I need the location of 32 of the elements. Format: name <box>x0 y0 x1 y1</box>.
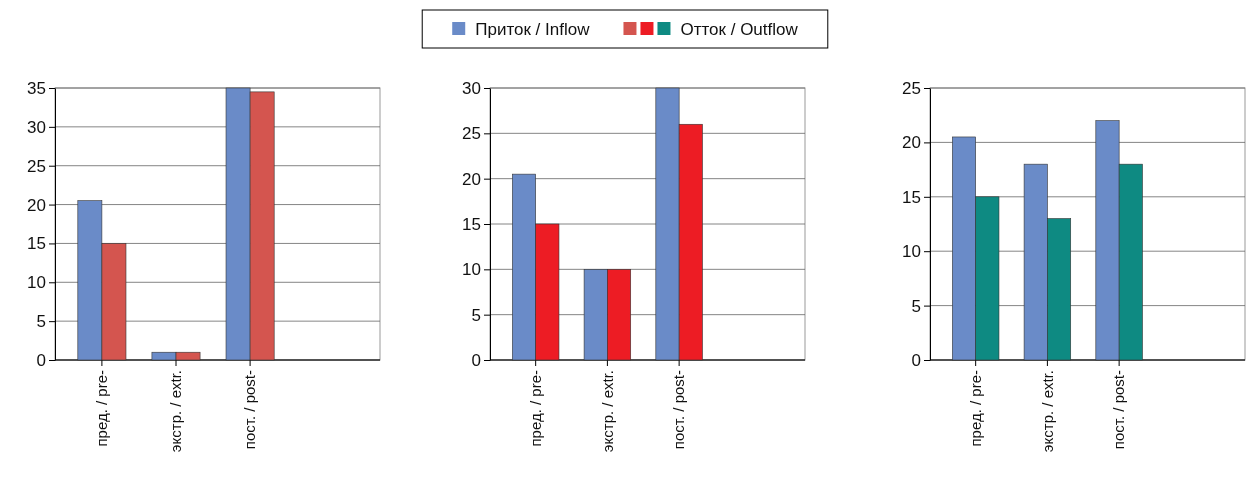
y-tick-label: 30 <box>462 78 481 98</box>
y-tick-label: 25 <box>27 156 46 176</box>
y-tick-label: 15 <box>462 214 481 234</box>
x-tick-label: пост. / post- <box>241 370 259 450</box>
y-tick-label: 0 <box>911 350 921 370</box>
y-tick-label: 10 <box>27 273 46 293</box>
y-tick-label: 20 <box>27 195 46 215</box>
y-tick-label: 5 <box>36 312 46 332</box>
legend-label: Приток / Inflow <box>475 20 591 39</box>
y-tick-label: 25 <box>902 78 921 98</box>
x-tick-label: пред. / pre- <box>93 370 111 447</box>
y-tick-label: 10 <box>902 242 921 262</box>
y-tick-label: 10 <box>462 260 481 280</box>
x-tick-label: экстр. / extr. <box>1038 370 1056 453</box>
y-tick-label: 15 <box>902 187 921 207</box>
x-tick-label: экстр. / extr. <box>167 370 185 453</box>
y-tick-label: 0 <box>36 350 46 370</box>
x-tick-label: пост. / post- <box>1110 370 1128 450</box>
y-tick-label: 35 <box>27 78 46 98</box>
text: Отток / Outflow <box>680 20 799 39</box>
x-tick-label: пред. / pre- <box>966 370 984 447</box>
y-tick-label: 5 <box>471 305 481 325</box>
y-tick-label: 25 <box>462 124 481 144</box>
y-tick-label: 20 <box>902 133 921 153</box>
y-tick-label: 0 <box>471 350 481 370</box>
y-tick-label: 30 <box>27 117 46 137</box>
x-tick-label: пред. / pre- <box>526 370 544 447</box>
x-tick-label: пост. / post- <box>670 370 688 450</box>
x-tick-label: экстр. / extr. <box>598 370 616 453</box>
y-tick-label: 20 <box>462 169 481 189</box>
y-tick-label: 5 <box>911 296 921 316</box>
y-tick-label: 15 <box>27 234 46 254</box>
